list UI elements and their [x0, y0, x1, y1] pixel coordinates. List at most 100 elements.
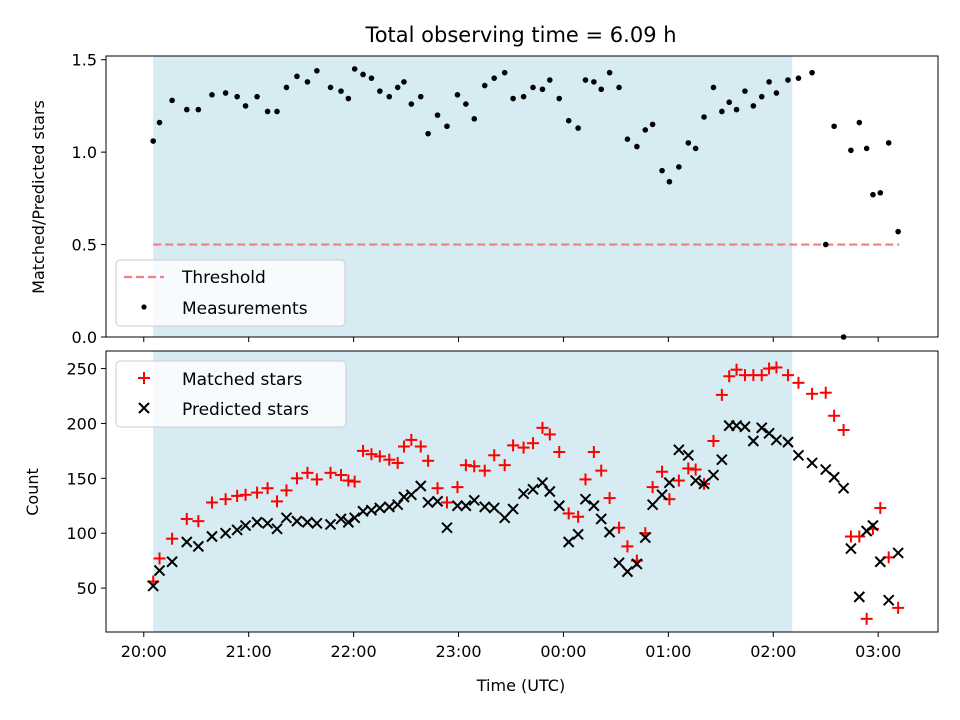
matched-star-point: [488, 449, 501, 462]
measurement-point: [877, 190, 884, 196]
matched-star-point: [792, 376, 805, 389]
measurement-point: [642, 127, 649, 133]
x-tick-label: 23:00: [435, 642, 481, 661]
predicted-star-point: [365, 504, 378, 516]
bottom-legend: Matched stars Predicted stars: [115, 360, 347, 428]
measurement-point: [471, 116, 478, 122]
matched-star-point: [271, 495, 284, 508]
measurement-point: [822, 241, 829, 248]
predicted-star-point: [231, 524, 243, 536]
matched-star-point: [860, 612, 873, 625]
matched-star-point: [405, 433, 418, 446]
x-axis-label: Time (UTC): [476, 676, 565, 695]
chart-title: Total observing time = 6.09 h: [364, 23, 676, 47]
predicted-star-point: [882, 594, 895, 606]
matched-star-point: [478, 464, 491, 477]
top-y-ticks: 0.0 0.5 1.0 1.5: [72, 51, 106, 347]
matched-star-point: [603, 492, 616, 505]
predicted-star-point: [770, 434, 783, 446]
matched-star-point: [689, 463, 702, 476]
measurement-point: [401, 79, 407, 85]
predicted-star-point: [239, 519, 252, 532]
measurement-point: [649, 121, 656, 128]
measurement-point: [234, 93, 240, 100]
matched-star-point: [373, 450, 386, 463]
measurement-point: [870, 191, 876, 198]
predicted-star-point: [536, 477, 549, 489]
matched-star-point: [251, 486, 264, 499]
predicted-star-point: [451, 500, 464, 512]
matched-star-point: [468, 460, 481, 473]
measurement-point: [565, 117, 572, 124]
predicted-star-point: [498, 512, 511, 524]
matched-star-point: [763, 362, 776, 375]
predicted-star-point: [153, 564, 166, 577]
measurement-point: [360, 71, 366, 78]
measurement-point: [345, 95, 352, 102]
predicted-star-point: [488, 502, 500, 514]
measurement-point: [701, 114, 707, 120]
predicted-star-point: [261, 517, 274, 530]
measurement-point: [733, 106, 740, 113]
predicted-star-point: [689, 474, 702, 487]
x-tick-label: 22:00: [331, 642, 377, 661]
measurement-point: [809, 69, 815, 76]
predicted-star-point: [251, 516, 263, 528]
y-tick-label: 200: [66, 414, 97, 433]
matched-star-point: [672, 474, 685, 487]
measurement-point: [856, 119, 863, 126]
measurement-point: [598, 86, 605, 93]
measurement-point: [169, 97, 175, 104]
matched-star-point: [498, 459, 511, 472]
predicted-star-point: [383, 501, 395, 513]
matched-star-point: [837, 424, 850, 437]
measurement-point: [156, 119, 163, 126]
measurement-point: [417, 93, 424, 100]
measurement-point: [831, 123, 837, 130]
matched-star-point: [553, 445, 566, 458]
measurement-point: [848, 147, 854, 154]
measurement-point: [530, 84, 536, 91]
matched-star-point: [153, 552, 166, 565]
measurement-point: [327, 84, 334, 91]
legend-measurements-label: Measurements: [182, 299, 308, 319]
matched-star-point: [459, 459, 472, 472]
measurement-point: [195, 106, 202, 113]
matched-star-point: [828, 409, 841, 422]
matched-star-point: [348, 475, 361, 488]
measurement-point: [338, 88, 344, 94]
measurement-point: [351, 66, 358, 72]
predicted-star-point: [837, 482, 850, 494]
count-points: [147, 361, 905, 625]
matched-star-point: [365, 448, 378, 461]
predicted-star-point: [422, 496, 434, 509]
top-legend-box: [115, 259, 346, 327]
matched-star-point: [451, 481, 464, 494]
measurement-point: [520, 93, 527, 100]
predicted-star-point: [219, 527, 232, 539]
predicted-star-point: [166, 556, 178, 568]
measurement-point: [895, 228, 901, 235]
measurement-point: [582, 77, 589, 83]
x-tick-label: 01:00: [645, 642, 691, 661]
predicted-star-point: [613, 557, 625, 569]
predicted-star-point: [663, 477, 676, 489]
predicted-star-point: [588, 500, 600, 512]
top-panel: 0.0 0.5 1.0 1.5 Matched/Predicted stars Thr…: [29, 51, 939, 347]
measurement-point: [885, 140, 892, 146]
predicted-star-point: [206, 530, 218, 543]
x-tick-label: 20:00: [121, 642, 167, 661]
predicted-star-point: [311, 517, 323, 530]
measurement-point: [314, 67, 320, 74]
predicted-star-point: [682, 449, 695, 461]
matched-star-point: [231, 489, 244, 502]
measurement-point: [283, 84, 290, 91]
measurement-point: [377, 88, 383, 94]
matched-star-point: [422, 454, 435, 467]
matched-star-point: [621, 540, 634, 553]
measurement-point: [624, 136, 631, 142]
predicted-star-point: [301, 516, 314, 528]
measurement-point: [481, 82, 488, 89]
matched-star-point: [205, 496, 218, 509]
bottom-legend-box: [115, 360, 347, 428]
